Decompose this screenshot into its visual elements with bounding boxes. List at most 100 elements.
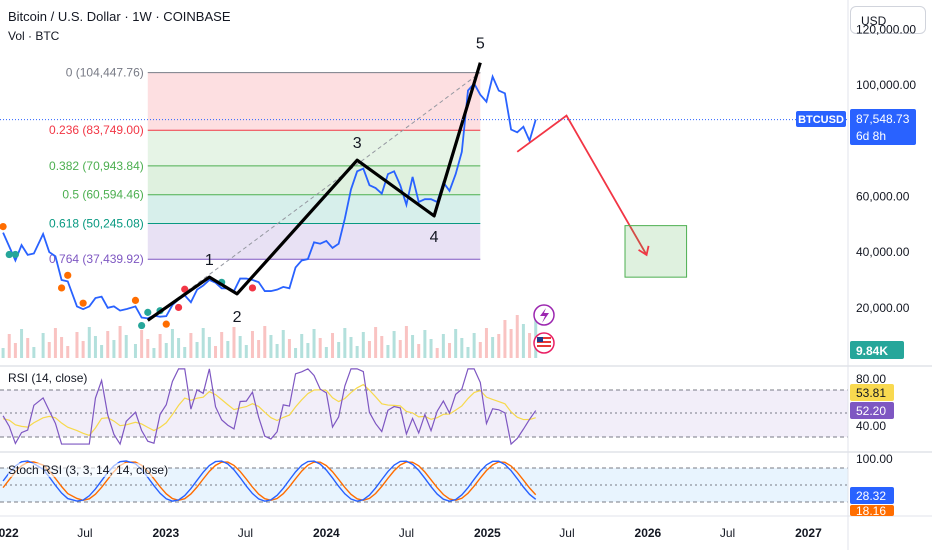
volume-bar	[146, 339, 150, 358]
flash-event-icon[interactable]	[533, 304, 555, 326]
volume-bar	[124, 335, 128, 358]
svg-text:18.16: 18.16	[856, 504, 886, 518]
volume-bar	[177, 338, 181, 358]
volume-bar	[300, 334, 304, 358]
svg-text:87,548.73: 87,548.73	[856, 112, 910, 126]
currency-button[interactable]: USD	[850, 6, 926, 34]
price-axis-label: 100,000.00	[856, 78, 916, 92]
volume-bar	[515, 315, 519, 358]
svg-text:52.20: 52.20	[856, 404, 886, 418]
time-axis-label: Jul	[238, 526, 253, 540]
svg-text:9.84K: 9.84K	[856, 344, 888, 358]
rsi-title: RSI (14, close)	[8, 371, 88, 385]
volume-bar	[269, 335, 273, 358]
fib-level-label: 0.382 (70,943.84)	[49, 159, 144, 173]
time-axis-label: 2025	[474, 526, 501, 540]
time-axis-label: Jul	[77, 526, 92, 540]
volume-bar	[435, 348, 439, 358]
volume-bar	[32, 347, 36, 358]
time-axis-label: 2024	[313, 526, 340, 540]
price-axis-label: 120,000.00	[856, 22, 916, 36]
volume-bar	[201, 328, 205, 358]
price-axis-label: 60,000.00	[856, 189, 910, 203]
us-flag-icon[interactable]	[533, 332, 555, 354]
volume-bar	[386, 345, 390, 358]
volume-bar	[140, 330, 144, 358]
fibonacci-retracement[interactable]: 0 (104,447.76) 0.236 (83,749.00) 0.382 (70…	[49, 66, 481, 321]
signal-dot	[5, 250, 13, 259]
volume-bar	[26, 338, 30, 358]
volume-bar	[281, 330, 285, 358]
volume-bar	[238, 336, 242, 358]
elliott-wave-line[interactable]	[146, 62, 482, 322]
svg-text:6d 8h: 6d 8h	[856, 129, 886, 143]
time-axis-label: Jul	[720, 526, 735, 540]
signal-dot	[131, 296, 140, 305]
rsi-value-tag: 52.20	[850, 402, 894, 419]
volume-bar	[164, 343, 168, 358]
volume-bar	[7, 334, 11, 358]
volume-bar	[189, 333, 193, 358]
volume-bar	[312, 329, 316, 358]
rsi-ma-line	[2, 383, 536, 437]
volume-bar	[503, 320, 507, 358]
fib-band	[147, 165, 481, 195]
volume-bar	[472, 333, 476, 358]
volume-bar	[411, 335, 415, 358]
volume-bar	[195, 342, 199, 358]
rsi-line	[2, 368, 537, 446]
volume-bar	[454, 329, 458, 358]
volume-bar	[343, 328, 347, 358]
time-axis[interactable]: 2022 Jul 2023 Jul 2024 Jul 2025 Jul 2026 Jul 2027	[0, 526, 822, 540]
rsi-axis-label: 40.00	[856, 419, 886, 433]
fib-band	[147, 130, 481, 166]
volume-bar	[294, 348, 298, 358]
fib-level-label: 0.618 (50,245.08)	[49, 217, 144, 231]
volume-bar	[220, 332, 224, 358]
volume-bar	[528, 333, 532, 358]
volume-tag: 9.84K	[850, 341, 904, 359]
price-axis[interactable]: 120,000.00 100,000.00 60,000.00 40,000.00 20…	[856, 22, 916, 315]
volume-bar	[441, 334, 445, 358]
svg-text:53.81: 53.81	[856, 386, 886, 400]
time-axis-label: Jul	[559, 526, 574, 540]
volume-bar	[112, 340, 116, 358]
volume-bar	[460, 338, 464, 358]
signal-dot	[144, 308, 152, 316]
volume-bar	[244, 345, 248, 358]
wave-label: 1	[205, 252, 214, 269]
fib-level-label: 0.236 (83,749.00)	[49, 123, 144, 137]
volume-bar	[41, 333, 45, 358]
wave-label: 3	[353, 135, 362, 152]
volume-bar	[423, 330, 427, 358]
volume-bar	[392, 331, 396, 358]
projection-line[interactable]	[516, 114, 648, 256]
volume-bar	[263, 326, 267, 358]
target-zone[interactable]	[624, 225, 688, 278]
volume-bar	[250, 331, 254, 358]
volume-bar	[491, 337, 495, 358]
stoch-axis-label: 100.00	[856, 452, 893, 466]
volume-bar	[361, 332, 365, 358]
fib-level-label: 0 (104,447.76)	[66, 66, 144, 80]
volume-bar	[448, 343, 452, 358]
volume-bar	[466, 347, 470, 358]
volume-bar	[331, 333, 335, 358]
volume-bar	[374, 327, 378, 358]
volume-bar	[81, 341, 85, 358]
volume-bar	[1, 348, 5, 358]
volume-bar	[93, 336, 97, 358]
time-axis-label: 2022	[0, 526, 19, 540]
ticker-tag: BTCUSD	[796, 111, 846, 127]
volume-bar	[133, 344, 137, 358]
volume-bar	[429, 339, 433, 358]
volume-bar	[349, 337, 353, 358]
volume-bar	[226, 341, 230, 358]
volume-bar	[509, 329, 513, 358]
volume-bar	[367, 341, 371, 358]
volume-bar	[324, 347, 328, 358]
fib-level-label: 0.764 (37,439.92)	[49, 252, 144, 266]
volume-bar	[404, 326, 408, 358]
price-axis-label: 40,000.00	[856, 245, 910, 259]
